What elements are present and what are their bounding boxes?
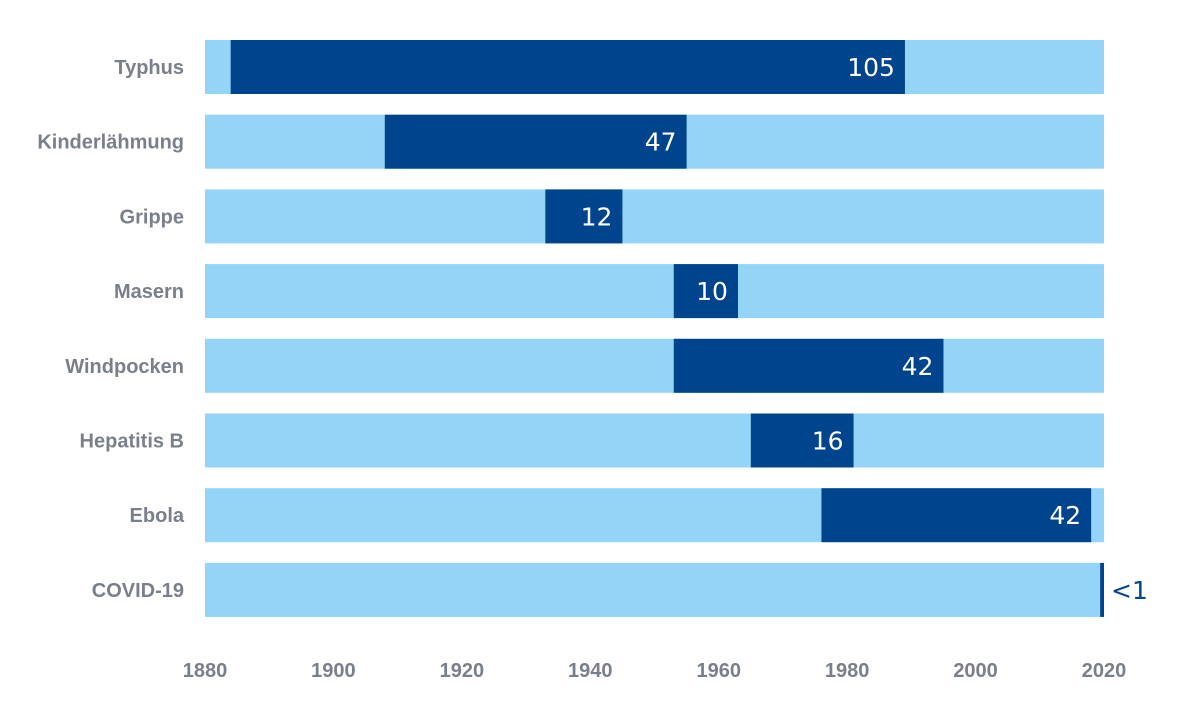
value-label-hepatitis-b: 16 xyxy=(812,427,844,456)
x-tick-label-1900: 1900 xyxy=(311,660,356,682)
x-tick-label-1940: 1940 xyxy=(568,660,613,682)
category-label-ebola: Ebola xyxy=(130,505,185,527)
x-tick-label-1920: 1920 xyxy=(440,660,485,682)
bar-kinderlähmung xyxy=(384,114,687,169)
bar-masern xyxy=(673,264,738,319)
bar-ebola xyxy=(821,488,1092,543)
bars-layer xyxy=(205,40,1104,617)
category-label-kinderlähmung: Kinderlähmung xyxy=(37,132,184,154)
value-label-typhus: 105 xyxy=(847,53,895,82)
track-grippe xyxy=(205,189,1104,244)
value-label-covid-19: <1 xyxy=(1111,576,1148,605)
track-covid-19 xyxy=(205,562,1104,617)
category-label-grippe: Grippe xyxy=(120,206,184,228)
category-label-covid-19: COVID-19 xyxy=(92,580,184,602)
track-hepatitis-b xyxy=(205,413,1104,468)
bar-covid-19 xyxy=(1100,562,1104,617)
value-label-windpocken: 42 xyxy=(902,352,934,381)
x-tick-label-2020: 2020 xyxy=(1082,660,1127,682)
bar-typhus xyxy=(230,40,905,94)
bar-windpocken xyxy=(673,338,944,393)
track-windpocken xyxy=(205,338,1104,393)
track-masern xyxy=(205,264,1104,319)
bar-hepatitis-b xyxy=(750,413,854,468)
x-tick-label-1880: 1880 xyxy=(183,660,228,682)
category-label-windpocken: Windpocken xyxy=(65,356,184,378)
x-axis: 1880 1900 1920 1940 1960 1980 2000 2020 xyxy=(183,660,1127,682)
labels-layer: Typhus 105 Kinderlähmung 47 Grippe 12 Masern 10… xyxy=(37,53,1148,605)
x-tick-label-2000: 2000 xyxy=(953,660,998,682)
x-tick-label-1960: 1960 xyxy=(696,660,741,682)
value-label-kinderlähmung: 47 xyxy=(645,128,677,157)
x-tick-label-1980: 1980 xyxy=(825,660,870,682)
value-label-ebola: 42 xyxy=(1049,501,1081,530)
category-label-hepatitis-b: Hepatitis B xyxy=(80,431,184,453)
bar-grippe xyxy=(545,189,623,244)
category-label-typhus: Typhus xyxy=(114,57,184,79)
value-label-grippe: 12 xyxy=(581,202,613,231)
category-label-masern: Masern xyxy=(114,281,184,303)
value-label-masern: 10 xyxy=(696,277,728,306)
